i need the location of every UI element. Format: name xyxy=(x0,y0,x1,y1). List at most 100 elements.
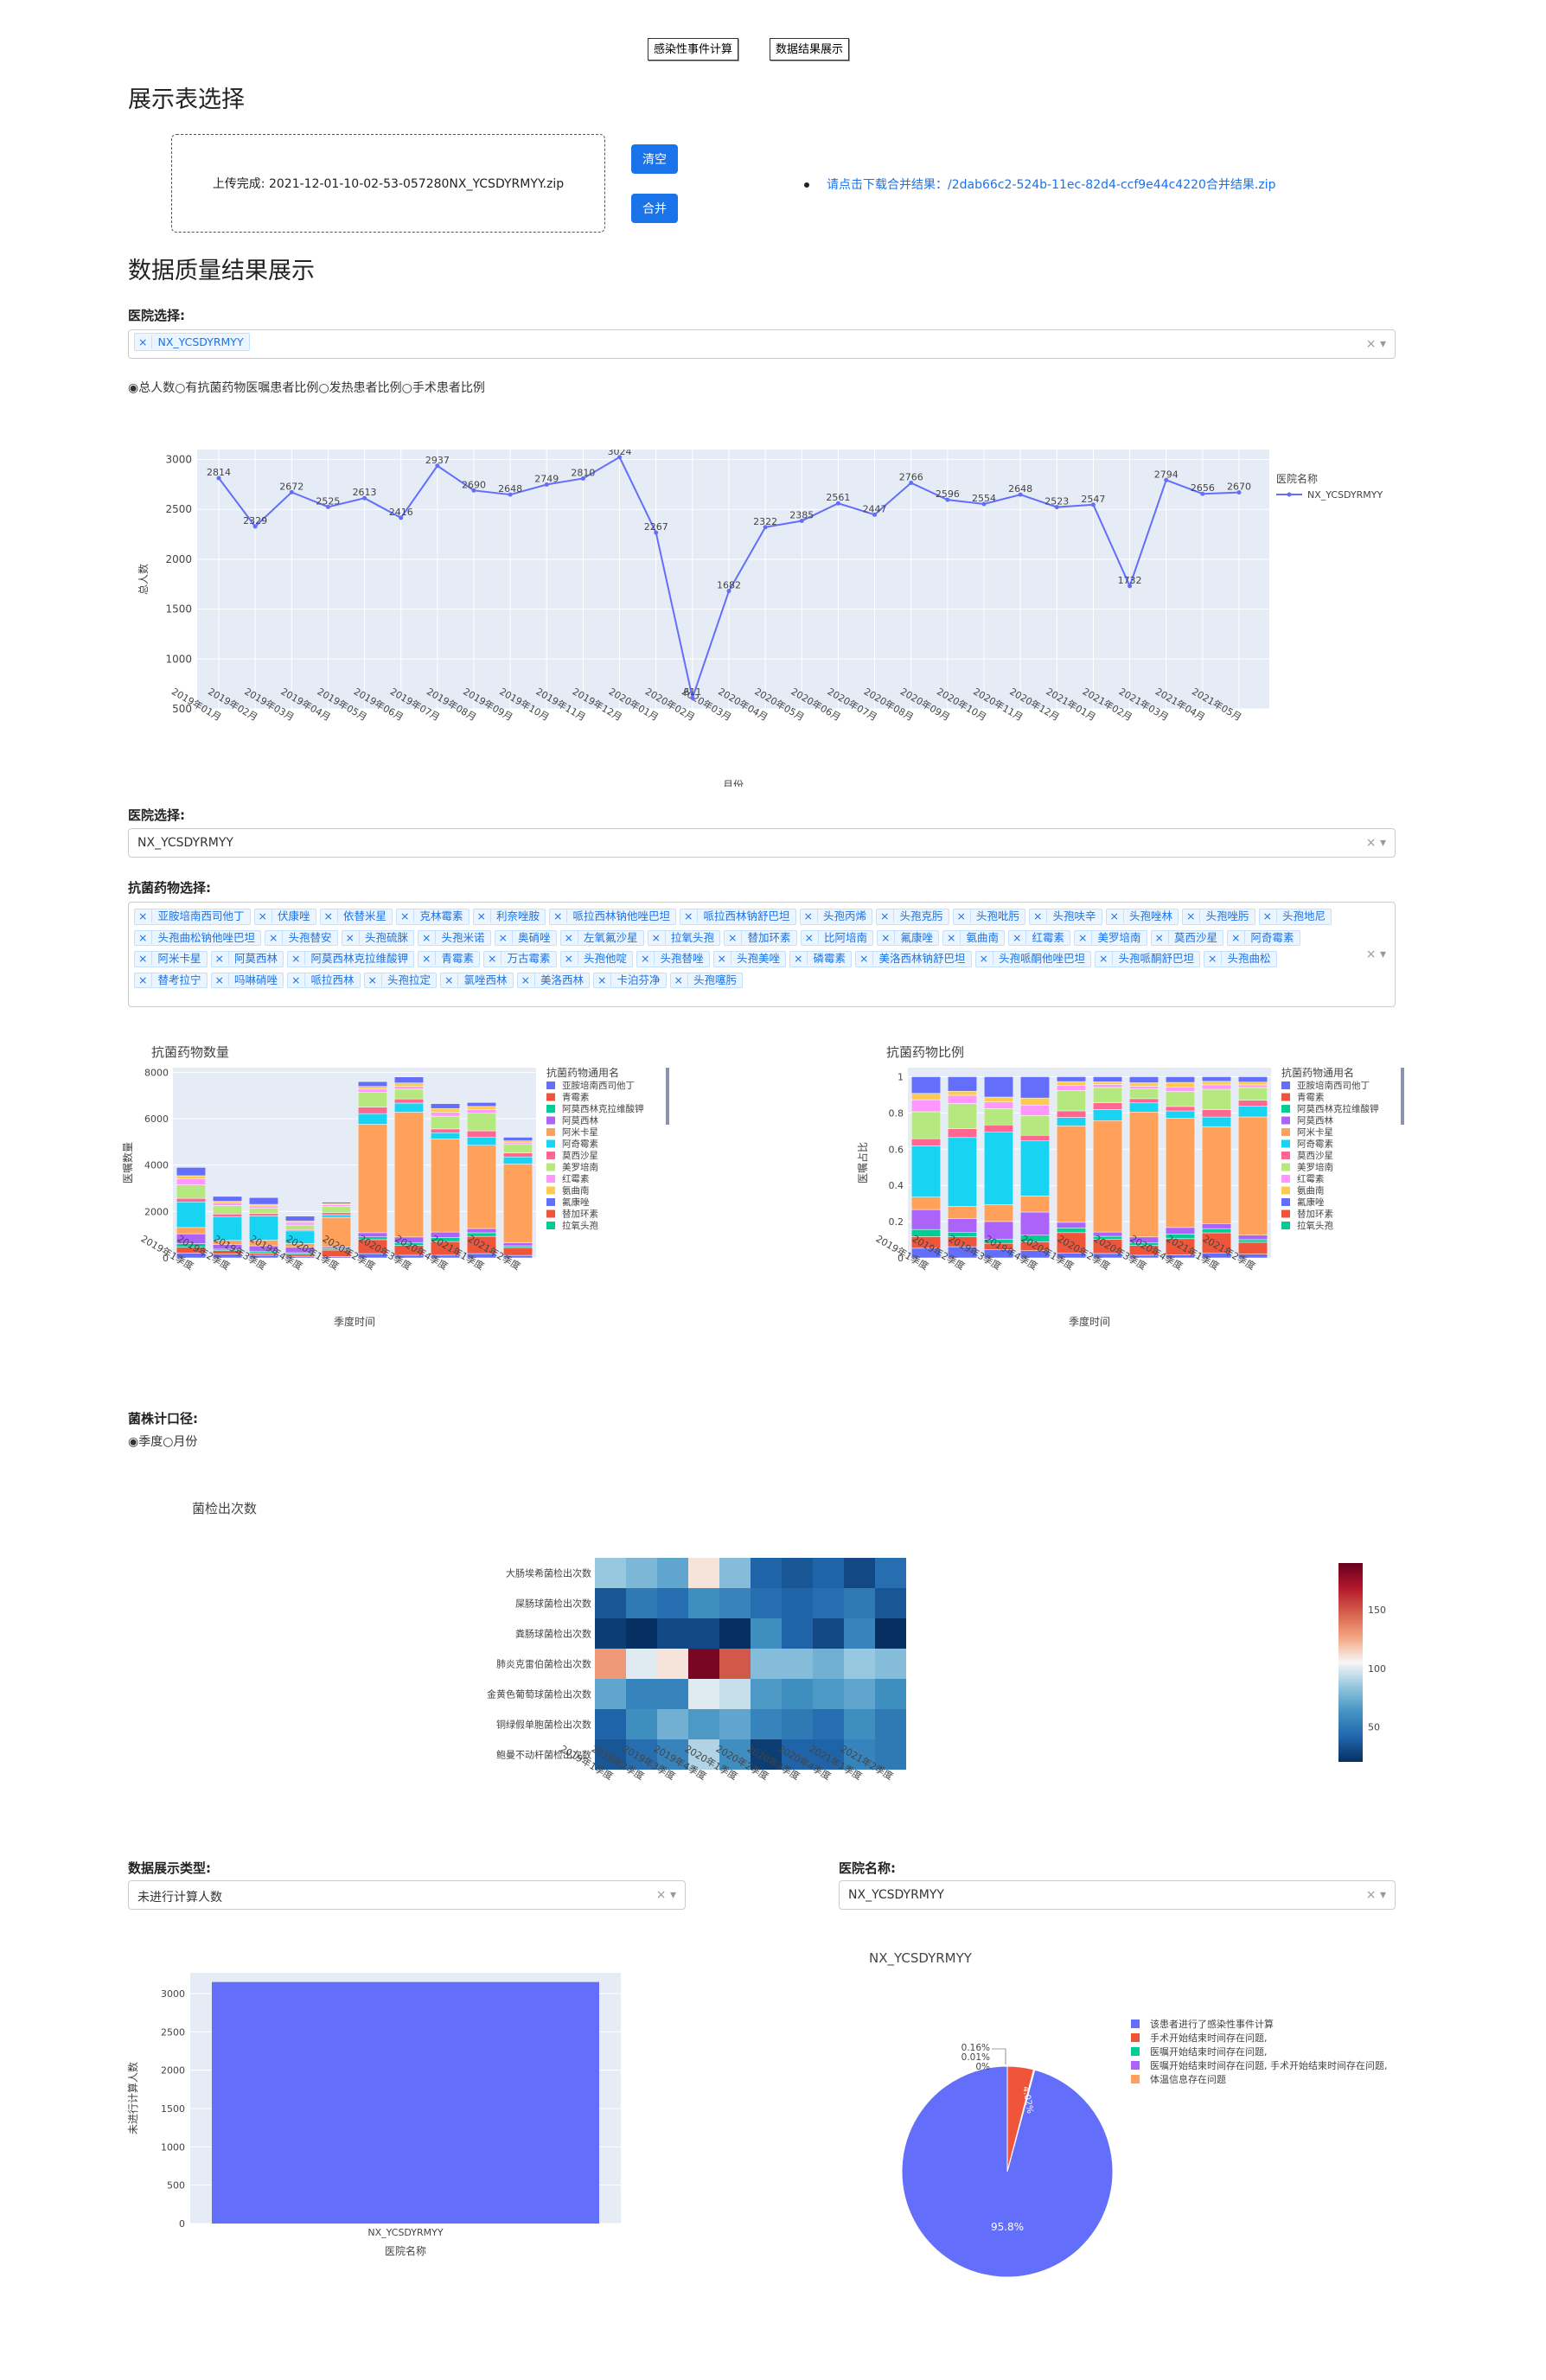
chip-remove-icon[interactable]: × xyxy=(138,952,153,965)
chip-remove-icon[interactable]: × xyxy=(803,909,818,922)
drug-chip[interactable]: × 哌拉西林 xyxy=(287,972,361,988)
chip-remove-icon[interactable]: × xyxy=(422,930,437,944)
chip-remove-icon[interactable]: × xyxy=(1154,930,1169,944)
type-select[interactable]: 未进行计算人数 × ▾ xyxy=(128,1880,686,1910)
chip-remove-icon[interactable]: × xyxy=(947,930,961,944)
drug-chip[interactable]: × 左氧氟沙星 xyxy=(559,929,644,946)
drug-chip[interactable]: × 头孢呋辛 xyxy=(1029,909,1102,925)
drug-chip[interactable]: × 阿米卡星 xyxy=(134,951,208,967)
drug-chip[interactable]: × 替考拉宁 xyxy=(134,972,208,988)
chip-remove-icon[interactable]: × xyxy=(564,952,578,965)
drug-chip[interactable]: × 头孢丙烯 xyxy=(799,909,872,925)
metric-radio-option-1[interactable]: ○有抗菌药物医嘱患者比例 xyxy=(175,381,319,395)
chip-remove-icon[interactable]: × xyxy=(1078,930,1093,944)
hospital-select-2[interactable]: NX_YCSDYRMYY × ▾ xyxy=(128,828,1396,858)
chip-remove-icon[interactable]: × xyxy=(674,973,688,986)
drug-chip[interactable]: × 阿奇霉素 xyxy=(1227,929,1300,946)
drug-chip[interactable]: × 氨曲南 xyxy=(942,929,1005,946)
chip-remove-icon[interactable]: × xyxy=(684,909,699,922)
hospital-name-select[interactable]: NX_YCSDYRMYY × ▾ xyxy=(839,1880,1396,1910)
drug-chip[interactable]: × 头孢替唑 xyxy=(636,951,710,967)
infection-calc-button[interactable]: 感染性事件计算 xyxy=(648,38,739,61)
clear-caret-icon[interactable]: × ▾ xyxy=(1365,1888,1386,1902)
upload-dropzone[interactable]: 上传完成: 2021-12-01-10-02-53-057280NX_YCSDY… xyxy=(171,134,605,233)
drug-chip[interactable]: × 替加环素 xyxy=(724,929,797,946)
chip-remove-icon[interactable]: × xyxy=(488,952,502,965)
drug-chip[interactable]: × 头孢他啶 xyxy=(559,951,633,967)
drug-chip[interactable]: × 美罗培南 xyxy=(1074,929,1147,946)
drug-chip[interactable]: × 美洛西林 xyxy=(516,972,590,988)
chip-remove-icon[interactable]: × xyxy=(1262,909,1277,922)
drug-chip[interactable]: × 吗啉硝唑 xyxy=(210,972,284,988)
chip-remove-icon[interactable]: × xyxy=(804,930,819,944)
drug-chip[interactable]: × 青霉素 xyxy=(418,951,480,967)
drug-chip[interactable]: × 利奈唑胺 xyxy=(472,909,546,925)
chip-remove-icon[interactable]: × xyxy=(1013,930,1027,944)
drug-chip[interactable]: × 氯唑西林 xyxy=(440,972,514,988)
drug-chip[interactable]: × 卡泊芬净 xyxy=(593,972,667,988)
chip-remove-icon[interactable]: × xyxy=(859,952,874,965)
drug-chip[interactable]: × 美洛西林钠舒巴坦 xyxy=(855,951,972,967)
chip-remove-icon[interactable]: × xyxy=(794,952,808,965)
data-results-button[interactable]: 数据结果展示 xyxy=(770,38,850,61)
chip-remove-icon[interactable]: × xyxy=(498,930,513,944)
chip-remove-icon[interactable]: × xyxy=(880,909,895,922)
chip-remove-icon[interactable]: × xyxy=(422,952,437,965)
chip-remove-icon[interactable]: × xyxy=(214,973,229,986)
drug-chip[interactable]: × 阿莫西林克拉维酸钾 xyxy=(287,951,414,967)
chip-remove-icon[interactable]: × xyxy=(258,909,272,922)
drug-chip[interactable]: × 头孢曲松 xyxy=(1204,951,1277,967)
clear-caret-icon[interactable]: × ▾ xyxy=(655,1888,676,1902)
drug-chip[interactable]: × 莫西沙星 xyxy=(1150,929,1223,946)
drug-chip[interactable]: × 哌拉西林钠他唑巴坦 xyxy=(549,909,676,925)
clear-caret-icon[interactable]: × ▾ xyxy=(1365,836,1386,850)
drug-chip[interactable]: × 万古霉素 xyxy=(483,951,557,967)
drug-chip[interactable]: × 头孢米诺 xyxy=(418,929,491,946)
metric-radio-option-2[interactable]: ○发热患者比例 xyxy=(318,381,402,395)
drug-chip[interactable]: × 头孢硫脒 xyxy=(341,929,414,946)
drug-chip[interactable]: × 头孢哌酮他唑巴坦 xyxy=(974,951,1091,967)
chip-remove-icon[interactable]: × xyxy=(444,973,459,986)
chip-remove-icon[interactable]: × xyxy=(138,930,153,944)
chip-remove-icon[interactable]: × xyxy=(1033,909,1048,922)
drug-chip[interactable]: × 红霉素 xyxy=(1008,929,1070,946)
drug-chip[interactable]: × 磷霉素 xyxy=(789,951,852,967)
chip-remove-icon[interactable]: × xyxy=(1186,909,1201,922)
download-link-text[interactable]: 请点击下载合并结果：/2dab66c2-524b-11ec-82d4-ccf9e… xyxy=(827,178,1276,192)
chip-remove-icon[interactable]: × xyxy=(138,909,153,922)
chip-remove-icon[interactable]: × xyxy=(291,952,306,965)
drug-chip[interactable]: × 亚胺培南西司他丁 xyxy=(134,909,251,925)
metric-radio-option-3[interactable]: ○手术患者比例 xyxy=(401,381,485,395)
strain-radio-option-0[interactable]: ◉季度 xyxy=(128,1435,163,1449)
drug-multiselect[interactable]: × 亚胺培南西司他丁 × 伏康唑 × 依替米星 × 克林霉素 × 利奈唑胺 × 哌拉西林钠他唑巴坦 × 哌… xyxy=(128,902,1396,1007)
chip-remove-icon[interactable]: × xyxy=(956,909,971,922)
strain-radio-group[interactable]: ◉季度○月份 xyxy=(128,1432,197,1450)
drug-chip[interactable]: × 氟康唑 xyxy=(877,929,939,946)
drug-chip[interactable]: × 头孢美唑 xyxy=(712,951,786,967)
chip-remove-icon[interactable]: × xyxy=(1109,909,1124,922)
chip-remove-icon[interactable]: × xyxy=(138,973,153,986)
chip-remove-icon[interactable]: × xyxy=(717,952,731,965)
drug-chip[interactable]: × 头孢地尼 xyxy=(1258,909,1332,925)
chip-remove-icon[interactable]: × xyxy=(1099,952,1114,965)
drug-chip[interactable]: × 克林霉素 xyxy=(396,909,470,925)
drug-chip[interactable]: × 比阿培南 xyxy=(800,929,873,946)
drug-chip[interactable]: × 头孢噻肟 xyxy=(669,972,743,988)
chip-remove-icon[interactable]: × xyxy=(728,930,743,944)
drug-chip[interactable]: × 依替米星 xyxy=(319,909,393,925)
hospital-chip[interactable]: × NX_YCSDYRMYY xyxy=(134,333,250,351)
drug-chip[interactable]: × 阿莫西林 xyxy=(210,951,284,967)
strain-radio-option-1[interactable]: ○月份 xyxy=(163,1435,198,1449)
chip-remove-icon[interactable]: × xyxy=(323,909,338,922)
drug-chip[interactable]: × 头孢克肟 xyxy=(876,909,949,925)
chip-remove-icon[interactable]: × xyxy=(641,952,655,965)
clear-caret-icon[interactable]: × ▾ xyxy=(1365,337,1386,351)
chip-remove-icon[interactable]: × xyxy=(1231,930,1246,944)
metric-radio-group[interactable]: ◉总人数○有抗菌药物医嘱患者比例○发热患者比例○手术患者比例 xyxy=(128,379,485,396)
drug-chip[interactable]: × 头孢唑林 xyxy=(1105,909,1179,925)
metric-radio-option-0[interactable]: ◉总人数 xyxy=(128,381,176,395)
chip-remove-icon[interactable]: × xyxy=(881,930,896,944)
chip-remove-icon[interactable]: × xyxy=(476,909,491,922)
clear-button[interactable]: 清空 xyxy=(631,144,678,174)
drug-chip[interactable]: × 头孢拉定 xyxy=(363,972,437,988)
